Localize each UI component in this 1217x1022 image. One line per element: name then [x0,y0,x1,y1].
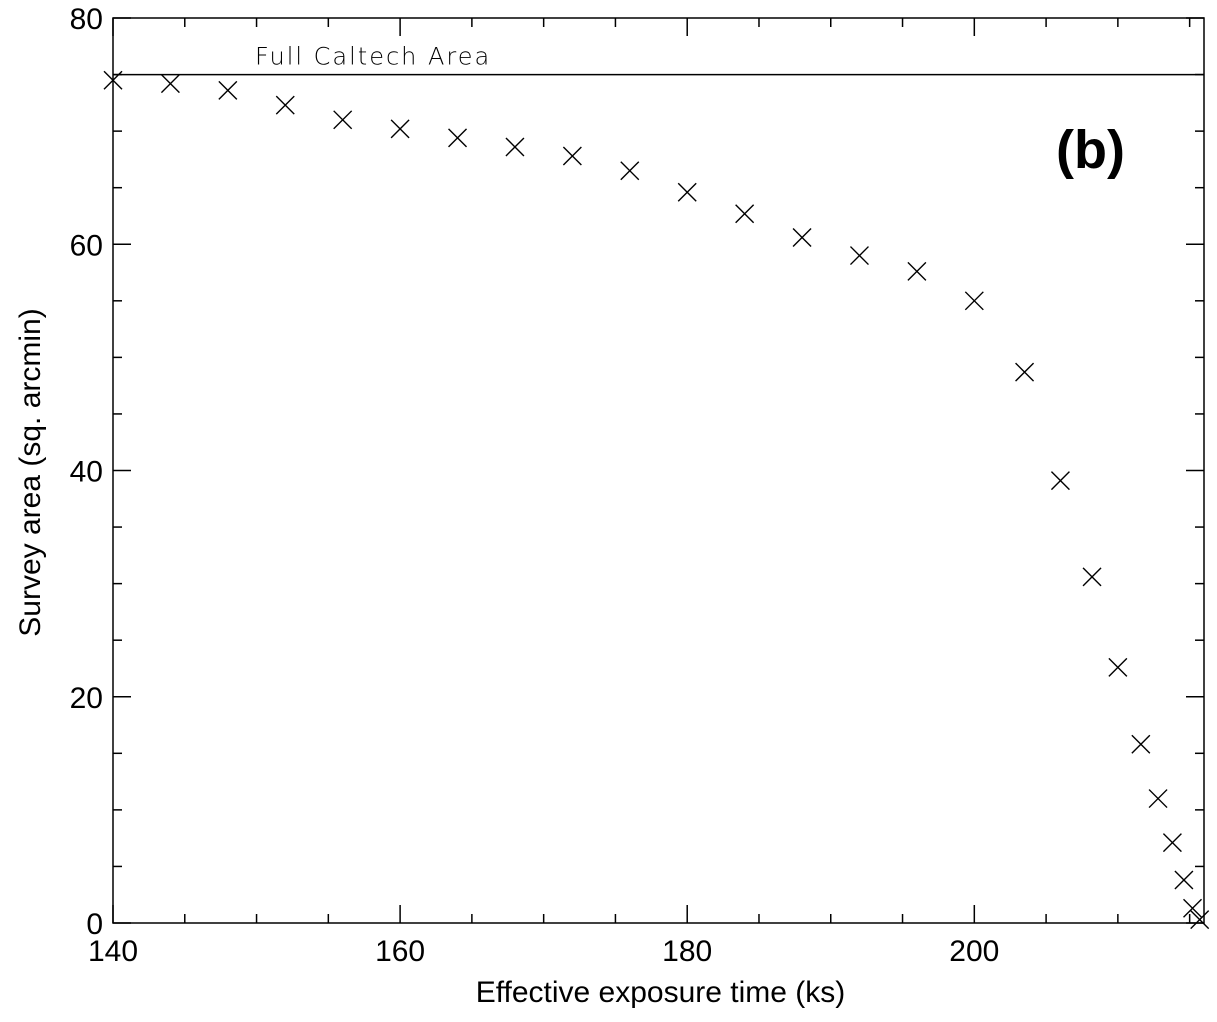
data-point-stroke [333,110,353,130]
data-point [1148,789,1168,809]
data-point [1050,471,1070,491]
data-point [218,80,238,100]
axis-ticks [112,17,1204,924]
x-tick-label: 180 [662,935,712,968]
data-point-stroke [160,74,180,94]
data-point [907,261,927,281]
data-point [1190,910,1210,930]
data-point-stroke [1050,471,1070,491]
data-point-stroke [907,261,927,281]
x-tick-label: 200 [949,935,999,968]
data-point-stroke [275,95,295,115]
data-point-stroke [103,70,123,90]
data-point-stroke [620,161,640,181]
data-point-stroke [448,128,468,148]
y-axis-title: Survey area (sq. arcmin) [14,308,47,636]
data-point-stroke [1162,833,1182,853]
data-point-stroke [792,227,812,247]
data-point-stroke [1015,362,1035,382]
data-point [735,204,755,224]
data-point [275,95,295,115]
y-tick-label: 40 [70,456,103,489]
data-point-stroke [218,80,238,100]
data-point [1162,833,1182,853]
data-point [677,182,697,202]
data-point [333,110,353,130]
data-point-stroke [1131,734,1151,754]
data-markers [103,70,1210,930]
plot-border [112,17,1205,924]
x-tick-label: 140 [88,935,138,968]
data-point [1183,898,1203,918]
x-tick-label: 160 [375,935,425,968]
y-tick-label: 0 [86,908,103,941]
y-tick-label: 80 [70,3,103,36]
x-axis-title: Effective exposure time (ks) [476,976,846,1009]
data-point-stroke [849,246,869,266]
reference-line-label: Full Caltech Area [255,43,491,71]
data-point [448,128,468,148]
data-point-stroke [1108,657,1128,677]
data-point-stroke [1082,567,1102,587]
data-point-stroke [964,291,984,311]
tick-labels: 140 160 180 200 0 20 40 60 80 [70,3,1000,968]
data-point-stroke [562,146,582,166]
data-point [160,74,180,94]
y-tick-label: 20 [70,682,103,715]
data-point [849,246,869,266]
y-tick-label: 60 [70,229,103,262]
data-point [562,146,582,166]
data-point [964,291,984,311]
data-point [620,161,640,181]
data-point-stroke [390,119,410,139]
data-point [1131,734,1151,754]
data-point-stroke [1183,898,1203,918]
data-point [1108,657,1128,677]
data-point [1174,870,1194,890]
data-point [505,137,525,157]
data-point [792,227,812,247]
data-point [390,119,410,139]
data-point [1082,567,1102,587]
axes-frame [112,17,1205,924]
data-point-stroke [677,182,697,202]
data-point-stroke [1174,870,1194,890]
data-point-stroke [1148,789,1168,809]
data-point [103,70,123,90]
data-point-stroke [505,137,525,157]
data-point-stroke [1190,910,1210,930]
data-point-stroke [735,204,755,224]
panel-label: (b) [1056,120,1125,180]
data-point [1015,362,1035,382]
